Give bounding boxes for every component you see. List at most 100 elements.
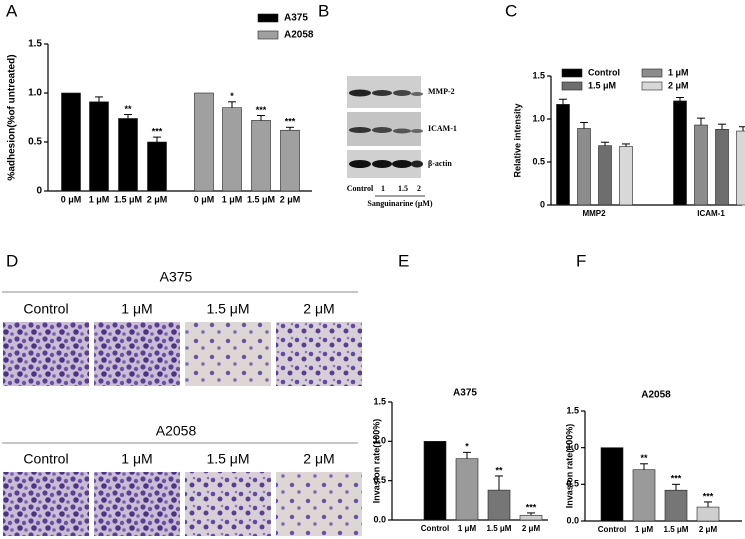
x-tick-label: MMP2 bbox=[582, 209, 606, 218]
significance: *** bbox=[152, 126, 163, 136]
x-tick-label: 1.5 μM bbox=[247, 194, 275, 204]
bar bbox=[598, 145, 612, 206]
micrograph bbox=[276, 322, 362, 386]
micrograph bbox=[94, 322, 180, 386]
bar bbox=[519, 514, 543, 521]
bar bbox=[251, 120, 271, 192]
panel-label: C bbox=[505, 1, 517, 20]
bar bbox=[632, 469, 656, 522]
significance: * bbox=[465, 442, 469, 452]
chart-title: A2058 bbox=[641, 390, 671, 401]
micrograph bbox=[185, 322, 271, 386]
legend-swatch bbox=[641, 81, 663, 91]
y-tick-label: 0.5 bbox=[566, 479, 579, 489]
panel-label: E bbox=[398, 251, 409, 270]
cell-line-heading: A2058 bbox=[156, 423, 197, 439]
panel-label: A bbox=[6, 1, 18, 20]
micrograph-label: 2 μM bbox=[303, 301, 334, 317]
legend-label: 2 μM bbox=[668, 80, 689, 90]
x-tick-label: 2 μM bbox=[522, 524, 541, 533]
bar bbox=[89, 101, 109, 192]
western-blot bbox=[347, 76, 423, 178]
y-tick-label: 1.0 bbox=[373, 436, 386, 446]
x-tick-label: 0 μM bbox=[61, 194, 82, 204]
significance: *** bbox=[703, 491, 714, 501]
y-axis-label: Invasion rate(100%) bbox=[371, 419, 381, 504]
bar bbox=[423, 441, 447, 521]
significance: ** bbox=[640, 453, 648, 463]
panel-label: B bbox=[318, 1, 329, 20]
y-tick-label: 0.0 bbox=[373, 514, 386, 524]
significance: ** bbox=[124, 104, 132, 114]
y-tick-label: 0.5 bbox=[28, 137, 42, 148]
y-tick-label: 1.5 bbox=[566, 405, 579, 415]
bar bbox=[696, 506, 720, 522]
x-tick-label: 0 μM bbox=[194, 194, 215, 204]
bar bbox=[194, 92, 214, 192]
bar bbox=[61, 92, 81, 192]
y-tick-label: 1.5 bbox=[373, 396, 386, 406]
band-label: β-actin bbox=[428, 159, 452, 168]
y-axis-label: %adhesion(%of untreated) bbox=[7, 54, 18, 180]
x-tick-label: 1.5 μM bbox=[487, 524, 512, 533]
y-tick-label: 1.0 bbox=[532, 113, 545, 123]
bar bbox=[577, 128, 591, 206]
significance: ** bbox=[495, 465, 503, 475]
bar bbox=[673, 100, 687, 206]
micrograph-label: 1.5 μM bbox=[206, 301, 249, 317]
micrograph-label: 1 μM bbox=[121, 301, 152, 317]
bar bbox=[280, 129, 300, 192]
micrograph-label: Control bbox=[23, 301, 68, 317]
micrograph bbox=[3, 322, 89, 386]
y-tick-label: 0.5 bbox=[532, 156, 545, 166]
bar bbox=[600, 447, 624, 522]
y-tick-label: 1.0 bbox=[28, 88, 42, 99]
y-tick-label: 0.5 bbox=[373, 475, 386, 485]
significance: *** bbox=[526, 502, 537, 512]
bar bbox=[222, 107, 242, 192]
lane-label: 1 bbox=[381, 184, 385, 193]
x-tick-label: 2 μM bbox=[147, 194, 168, 204]
x-tick-label: Control bbox=[598, 525, 626, 534]
lane-label: 2 bbox=[417, 184, 421, 193]
bar bbox=[118, 118, 138, 192]
chart-title: A375 bbox=[453, 388, 477, 399]
y-tick-label: 1.5 bbox=[28, 39, 42, 50]
x-tick-label: 2 μM bbox=[699, 525, 718, 534]
legend-swatch bbox=[561, 68, 583, 78]
micrograph bbox=[94, 472, 180, 536]
bar bbox=[455, 458, 479, 521]
x-tick-label: 1 μM bbox=[635, 525, 654, 534]
legend-swatch bbox=[641, 68, 663, 78]
panel-label: F bbox=[576, 251, 586, 270]
micrograph-label: Control bbox=[23, 451, 68, 467]
y-tick-label: 1.5 bbox=[532, 70, 545, 80]
bar bbox=[487, 489, 511, 521]
significance: *** bbox=[256, 105, 267, 115]
micrograph-label: 2 μM bbox=[303, 451, 334, 467]
significance: * bbox=[230, 91, 234, 101]
significance: *** bbox=[285, 117, 296, 127]
bar bbox=[694, 124, 708, 206]
micrograph-label: 1 μM bbox=[121, 451, 152, 467]
y-tick-label: 0.0 bbox=[566, 515, 579, 525]
x-tick-label: 1 μM bbox=[89, 194, 110, 204]
legend-label: Control bbox=[588, 67, 620, 77]
x-tick-label: 2 μM bbox=[280, 194, 301, 204]
band-label: ICAM-1 bbox=[428, 124, 457, 133]
x-tick-label: 1 μM bbox=[458, 524, 477, 533]
x-tick-label: Control bbox=[421, 524, 449, 533]
x-tick-label: 1.5 μM bbox=[664, 525, 689, 534]
bar bbox=[147, 141, 167, 192]
legend-swatch bbox=[561, 81, 583, 91]
legend-label: A2058 bbox=[284, 30, 314, 41]
bar bbox=[664, 489, 688, 522]
micrograph bbox=[3, 472, 89, 536]
legend-label: 1.5 μM bbox=[588, 80, 616, 90]
micrograph bbox=[276, 472, 362, 536]
bar bbox=[556, 104, 570, 206]
significance: *** bbox=[671, 474, 682, 484]
y-axis-label: Invasion rate(100%) bbox=[564, 424, 574, 509]
x-tick-label: 1 μM bbox=[222, 194, 243, 204]
